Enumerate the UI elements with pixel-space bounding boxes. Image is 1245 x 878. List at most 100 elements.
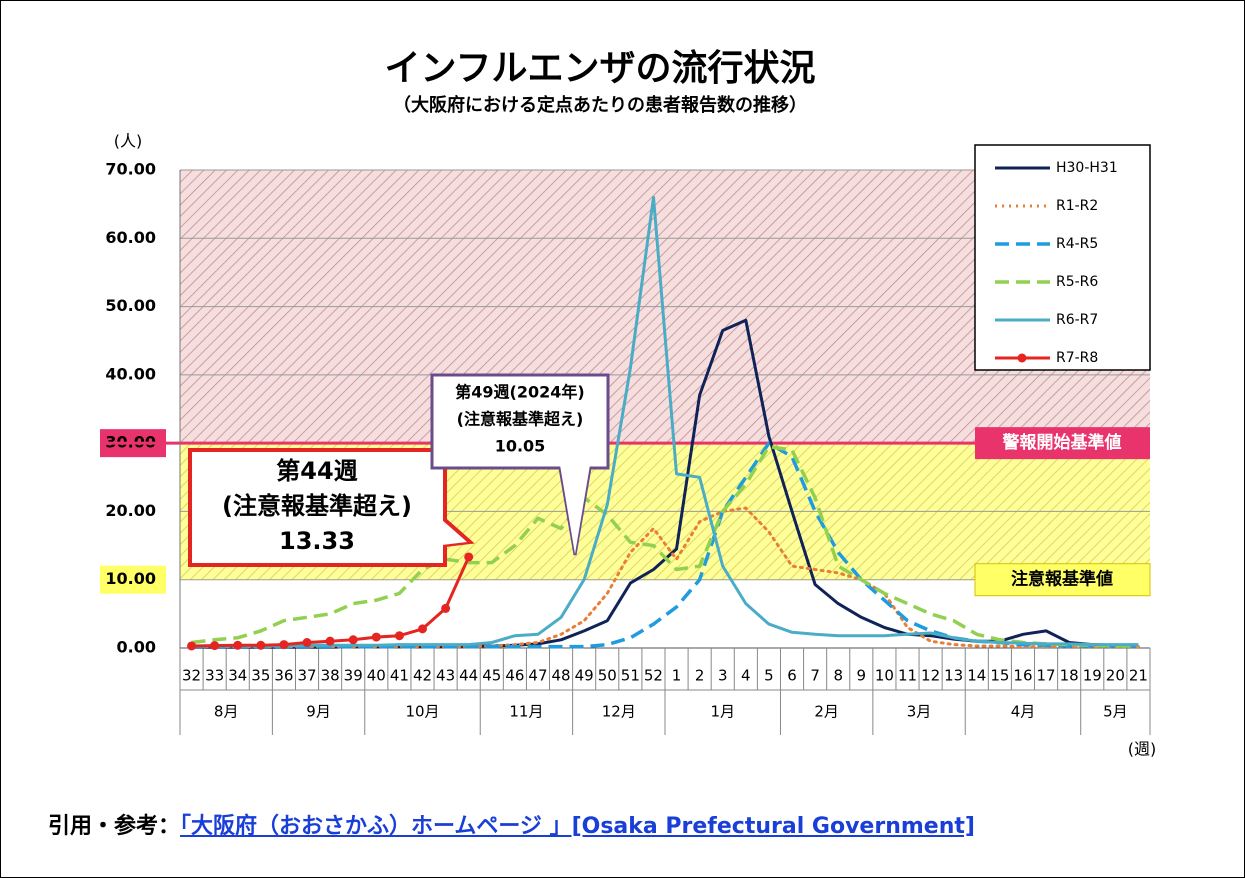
x-tick-label: 2 [695, 667, 705, 685]
x-tick-label: 6 [787, 667, 797, 685]
month-label: 12月 [602, 703, 636, 721]
callout-pointer-cover [560, 465, 590, 554]
x-tick-label: 37 [297, 667, 316, 685]
month-label: 10月 [405, 703, 439, 721]
x-tick-label: 34 [228, 667, 247, 685]
y-unit: (人) [114, 132, 143, 151]
legend-label: R5-R6 [1056, 274, 1098, 290]
x-tick-label: 45 [482, 667, 501, 685]
x-tick-label: 18 [1060, 667, 1079, 685]
threshold-label: 警報開始基準値 [1002, 432, 1122, 453]
series-marker [279, 640, 289, 650]
x-tick-label: 33 [205, 667, 224, 685]
x-tick-label: 51 [621, 667, 640, 685]
callout-text: (注意報基準超え) [222, 492, 412, 520]
series-marker [256, 640, 266, 650]
x-tick-label: 7 [810, 667, 820, 685]
legend-marker [1017, 353, 1027, 363]
threshold-box [975, 427, 1150, 460]
x-tick-label: 46 [505, 667, 524, 685]
chart-title: インフルエンザの流行状況 [385, 48, 816, 89]
x-tick-label: 44 [459, 667, 478, 685]
x-tick-label: 36 [274, 667, 293, 685]
x-tick-label: 41 [390, 667, 409, 685]
series-marker [441, 603, 451, 613]
chart: インフルエンザの流行状況 （大阪府における定点あたりの患者報告数の推移） (人)… [100, 48, 1157, 759]
x-tick-label: 48 [552, 667, 571, 685]
legend-label: R6-R7 [1056, 312, 1098, 328]
x-tick-label: 4 [741, 667, 751, 685]
citation-label: 引用・参考： [48, 814, 181, 839]
x-tick-label: 1 [672, 667, 682, 685]
x-tick-label: 13 [944, 667, 963, 685]
month-label: 2月 [814, 703, 839, 721]
x-tick-label: 21 [1129, 667, 1148, 685]
callout-text: 第44週 [276, 457, 357, 485]
y-tick-label: 60.00 [105, 228, 156, 247]
x-tick-label: 52 [644, 667, 663, 685]
x-tick-label: 3 [718, 667, 728, 685]
x-tick-label: 47 [528, 667, 547, 685]
series-marker [233, 640, 243, 650]
x-tick-label: 50 [598, 667, 617, 685]
x-tick-label: 35 [251, 667, 270, 685]
x-tick-label: 17 [1037, 667, 1056, 685]
x-tick-label: 39 [344, 667, 363, 685]
series-line [190, 506, 1140, 649]
x-tick-label: 5 [764, 667, 774, 685]
month-label: 3月 [907, 703, 932, 721]
callout-box [188, 448, 447, 567]
x-tick-label: 32 [182, 667, 201, 685]
chart-subtitle: （大阪府における定点あたりの患者報告数の推移） [393, 94, 807, 116]
y-tick-label: 20.00 [105, 501, 156, 520]
y-tick-highlight [100, 565, 166, 594]
x-tick-label: 16 [1013, 667, 1032, 685]
x-tick-label: 38 [321, 667, 340, 685]
series-marker [394, 631, 404, 641]
threshold-box [974, 563, 1151, 597]
legend-label: R4-R5 [1056, 236, 1098, 252]
series-marker [325, 636, 335, 646]
x-tick-label: 43 [436, 667, 455, 685]
month-label: 1月 [710, 703, 735, 721]
threshold-label: 注意報基準値 [1011, 569, 1113, 590]
x-tick-label: 10 [875, 667, 894, 685]
series-line [191, 444, 1139, 648]
callout-text: 第49週(2024年) [455, 383, 584, 402]
y-tick-label: 50.00 [105, 296, 156, 315]
citation-link[interactable]: 「大阪府（おおさかふ）ホームページ 」[Osaka Prefectural Go… [180, 814, 975, 839]
month-label: 11月 [509, 703, 543, 721]
series-marker [302, 638, 312, 648]
callout-text: 10.05 [495, 437, 546, 456]
month-label: 5月 [1103, 703, 1128, 721]
series-line [191, 195, 1139, 648]
legend-box [974, 144, 1151, 371]
x-tick-label: 11 [898, 667, 917, 685]
callout-text: (注意報基準超え) [457, 410, 584, 429]
series-marker [464, 552, 474, 562]
y-tick-label: 70.00 [105, 160, 156, 179]
citation: 引用・参考：「大阪府（おおさかふ）ホームページ 」[Osaka Prefectu… [48, 808, 975, 840]
x-unit: (週) [1128, 740, 1157, 759]
x-tick-label: 8 [833, 667, 843, 685]
y-tick-label: 40.00 [105, 364, 156, 383]
x-tick-label: 14 [967, 667, 986, 685]
x-tick-label: 42 [413, 667, 432, 685]
x-tick-label: 9 [857, 667, 867, 685]
x-tick-label: 49 [575, 667, 594, 685]
callout-text: 13.33 [279, 527, 355, 555]
x-tick-label: 20 [1106, 667, 1125, 685]
x-tick-label: 40 [367, 667, 386, 685]
x-tick-label: 19 [1083, 667, 1102, 685]
series-marker [187, 641, 197, 651]
y-tick-label: 0.00 [117, 638, 156, 657]
legend-label: H30-H31 [1056, 160, 1118, 176]
callout-pointer-cover [442, 520, 467, 545]
month-label: 4月 [1011, 703, 1036, 721]
x-tick-label: 12 [921, 667, 940, 685]
y-tick-label: 10.00 [105, 569, 156, 588]
x-tick-label: 15 [990, 667, 1009, 685]
series-marker [210, 641, 220, 651]
legend-label: R1-R2 [1056, 198, 1098, 214]
legend-label: R7-R8 [1056, 350, 1098, 366]
